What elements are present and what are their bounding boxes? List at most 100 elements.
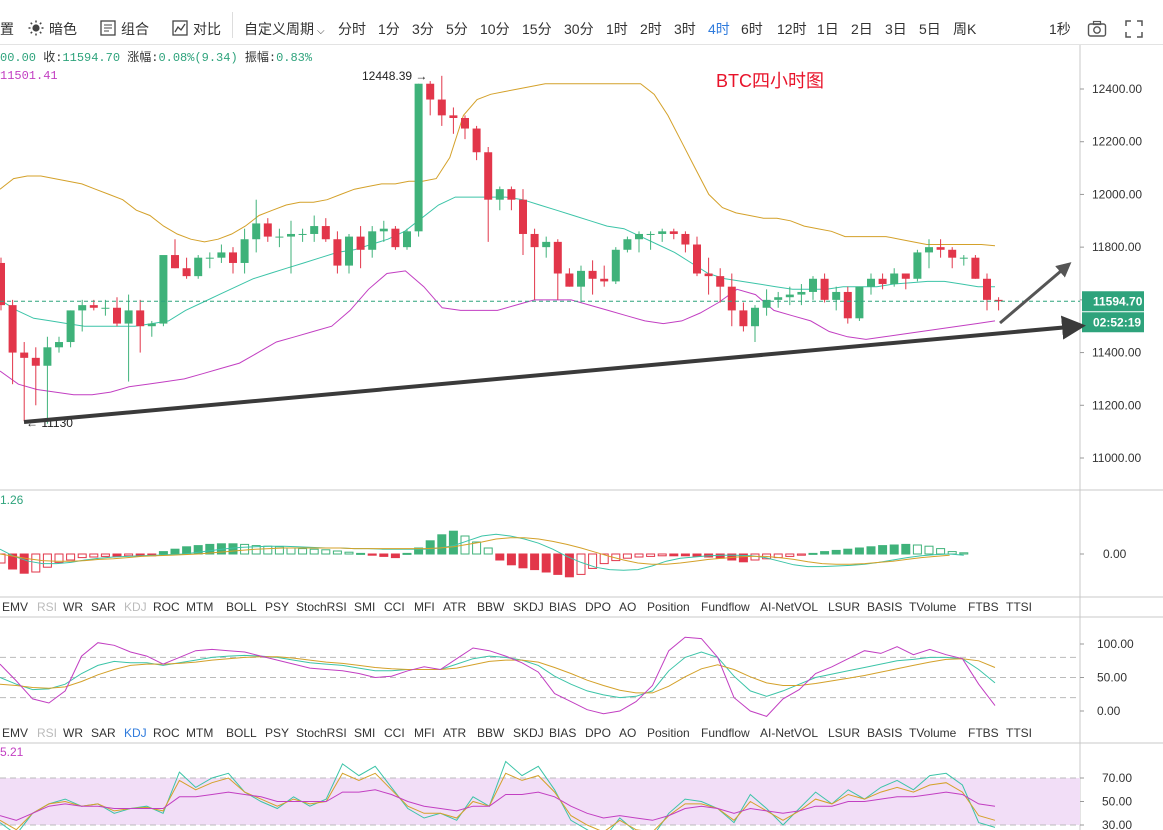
tab2-ROC[interactable]: ROC <box>153 726 180 740</box>
tab2-AO[interactable]: AO <box>619 726 636 740</box>
period-3时[interactable]: 3时 <box>674 21 696 37</box>
tab1-LSUR[interactable]: LSUR <box>828 600 860 614</box>
tab1-WR[interactable]: WR <box>63 600 83 614</box>
tab2-BIAS[interactable]: BIAS <box>549 726 576 740</box>
fullscreen-icon[interactable] <box>1125 0 1143 44</box>
period-分时[interactable]: 分时 <box>338 21 366 37</box>
candle-body <box>809 278 817 292</box>
candle <box>832 286 841 311</box>
candle-body <box>379 228 388 232</box>
toolbar-btn-0[interactable]: 置 <box>0 0 14 44</box>
tab1-AO[interactable]: AO <box>619 600 636 614</box>
tab1-TTSI[interactable]: TTSI <box>1006 600 1032 614</box>
tab1-RSI[interactable]: RSI <box>37 600 57 614</box>
tab2-DPO[interactable]: DPO <box>585 726 611 740</box>
tab1-TVolume[interactable]: TVolume <box>909 600 957 614</box>
period-12时[interactable]: 12时 <box>777 21 807 37</box>
tab1-BASIS[interactable]: BASIS <box>867 600 902 614</box>
period-1分[interactable]: 1分 <box>378 21 400 37</box>
toolbar-btn-3[interactable]: 对比 <box>172 0 221 44</box>
tab2-AI-NetVOL[interactable]: AI-NetVOL <box>760 726 818 740</box>
tab2-RSI[interactable]: RSI <box>37 726 57 740</box>
tab2-MTM[interactable]: MTM <box>186 726 213 740</box>
tab1-BIAS[interactable]: BIAS <box>549 600 576 614</box>
period-1日[interactable]: 1日 <box>817 21 839 37</box>
tab2-SMI[interactable]: SMI <box>354 726 375 740</box>
tab1-FTBS[interactable]: FTBS <box>968 600 999 614</box>
macd-bar <box>715 553 725 559</box>
tab2-PSY[interactable]: PSY <box>265 726 289 740</box>
period-4时[interactable]: 4时 <box>708 21 730 37</box>
tab2-KDJ[interactable]: KDJ <box>124 726 147 740</box>
camera-icon[interactable] <box>1087 0 1107 44</box>
tab1-AI-NetVOL[interactable]: AI-NetVOL <box>760 600 818 614</box>
tab2-TTSI[interactable]: TTSI <box>1006 726 1032 740</box>
toolbar-btn-2[interactable]: 组合 <box>100 0 149 44</box>
tab2-ATR[interactable]: ATR <box>443 726 466 740</box>
period-6时[interactable]: 6时 <box>741 21 763 37</box>
tab1-ROC[interactable]: ROC <box>153 600 180 614</box>
tab1-KDJ[interactable]: KDJ <box>124 600 147 614</box>
refresh-interval[interactable]: 1秒 <box>1049 21 1071 37</box>
tab1-EMV[interactable]: EMV <box>2 600 28 614</box>
tab2-CCI[interactable]: CCI <box>384 726 405 740</box>
toolbar-btn-1[interactable]: 暗色 <box>28 0 77 44</box>
macd-bar <box>843 548 853 555</box>
candle-body <box>751 307 759 327</box>
tab2-EMV[interactable]: EMV <box>2 726 28 740</box>
period-10分[interactable]: 10分 <box>480 21 510 37</box>
tab1-SAR[interactable]: SAR <box>91 600 116 614</box>
tab1-MFI[interactable]: MFI <box>414 600 435 614</box>
toolbar-btn-label: 组合 <box>121 21 149 37</box>
tab1-Position[interactable]: Position <box>647 600 690 614</box>
tab2-MFI[interactable]: MFI <box>414 726 435 740</box>
tab1-SKDJ[interactable]: SKDJ <box>513 600 544 614</box>
tab2-BBW[interactable]: BBW <box>477 726 505 740</box>
candle <box>20 342 29 422</box>
tab1-DPO[interactable]: DPO <box>585 600 611 614</box>
tab2-LSUR[interactable]: LSUR <box>828 726 860 740</box>
tab2-Fundflow[interactable]: Fundflow <box>701 726 750 740</box>
tab1-MTM[interactable]: MTM <box>186 600 213 614</box>
tab2-BOLL[interactable]: BOLL <box>226 726 257 740</box>
chevron-down-icon: ⌵ <box>317 26 325 37</box>
tab2-WR[interactable]: WR <box>63 726 83 740</box>
macd-bar <box>808 552 818 555</box>
tab2-BASIS[interactable]: BASIS <box>867 726 902 740</box>
chart-area[interactable]: 11000.0011200.0011400.0011600.0011800.00… <box>0 45 1163 830</box>
candle <box>240 228 249 274</box>
tab1-SMI[interactable]: SMI <box>354 600 375 614</box>
tab2-FTBS[interactable]: FTBS <box>968 726 999 740</box>
tab2-Position[interactable]: Position <box>647 726 690 740</box>
tab2-SKDJ[interactable]: SKDJ <box>513 726 544 740</box>
candle-body <box>495 189 504 200</box>
period-2时[interactable]: 2时 <box>640 21 662 37</box>
tab1-Fundflow[interactable]: Fundflow <box>701 600 750 614</box>
period-2日[interactable]: 2日 <box>851 21 873 37</box>
period-3日[interactable]: 3日 <box>885 21 907 37</box>
period-周K[interactable]: 周K <box>953 21 977 37</box>
candle <box>983 273 991 311</box>
macd-bar <box>831 549 841 555</box>
tab1-BOLL[interactable]: BOLL <box>226 600 257 614</box>
tab2-StochRSI[interactable]: StochRSI <box>296 726 347 740</box>
candle-body <box>484 152 493 200</box>
tab1-BBW[interactable]: BBW <box>477 600 505 614</box>
custom-period-dropdown[interactable]: 自定义周期 ⌵ <box>244 21 325 37</box>
macd-bar <box>901 543 911 555</box>
tab2-TVolume[interactable]: TVolume <box>909 726 957 740</box>
macd-bar <box>518 553 528 569</box>
period-3分[interactable]: 3分 <box>412 21 434 37</box>
period-30分[interactable]: 30分 <box>564 21 594 37</box>
tab1-CCI[interactable]: CCI <box>384 600 405 614</box>
period-5日[interactable]: 5日 <box>919 21 941 37</box>
tab2-SAR[interactable]: SAR <box>91 726 116 740</box>
tab1-ATR[interactable]: ATR <box>443 600 466 614</box>
period-5分[interactable]: 5分 <box>446 21 468 37</box>
period-1时[interactable]: 1时 <box>606 21 628 37</box>
tab1-PSY[interactable]: PSY <box>265 600 289 614</box>
period-15分[interactable]: 15分 <box>522 21 552 37</box>
toolbar: 自定义周期 ⌵ 1秒 置 暗色 组合 对比 分时 1分 3分 5分 10分 15分 30分 1时 2时 3时… <box>0 0 1163 45</box>
kdj-d-line <box>0 656 996 694</box>
tab1-StochRSI[interactable]: StochRSI <box>296 600 347 614</box>
